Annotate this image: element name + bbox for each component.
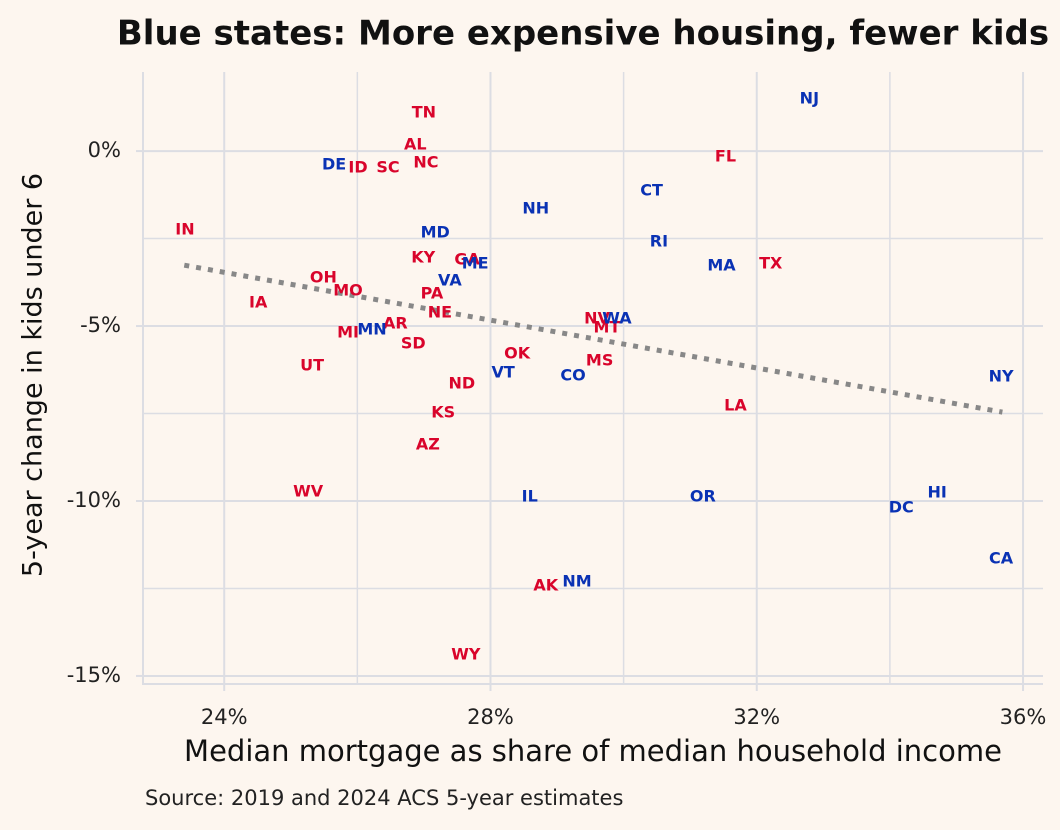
state-point: WY bbox=[451, 644, 481, 663]
state-point: NH bbox=[522, 199, 549, 218]
state-point: AR bbox=[383, 313, 408, 332]
state-point: MT bbox=[594, 318, 621, 337]
y-tick-label: -10% bbox=[67, 488, 121, 512]
state-point: AK bbox=[533, 576, 558, 595]
state-point: MS bbox=[586, 351, 613, 370]
state-point: WA bbox=[602, 309, 632, 328]
state-point: OK bbox=[504, 344, 531, 363]
state-point: CA bbox=[989, 549, 1014, 568]
state-point: ND bbox=[449, 374, 476, 393]
state-point: MA bbox=[707, 256, 736, 275]
state-point: MI bbox=[337, 323, 359, 342]
state-point: NJ bbox=[800, 88, 819, 107]
state-point: UT bbox=[300, 355, 324, 374]
x-tick-label: 32% bbox=[733, 705, 780, 729]
state-point: IA bbox=[249, 292, 268, 311]
state-point: DC bbox=[889, 497, 914, 516]
y-axis-label: 5-year change in kids under 6 bbox=[18, 173, 49, 577]
state-point: FL bbox=[715, 147, 736, 166]
state-point: MN bbox=[357, 319, 386, 338]
state-point: AZ bbox=[416, 435, 440, 454]
x-axis-label: Median mortgage as share of median house… bbox=[184, 734, 1002, 768]
state-point: HI bbox=[927, 482, 946, 501]
state-point: NC bbox=[413, 152, 438, 171]
state-point: AL bbox=[404, 135, 427, 154]
state-point: LA bbox=[724, 396, 747, 415]
x-tick-label: 24% bbox=[201, 705, 248, 729]
state-point: IN bbox=[175, 220, 194, 239]
state-point: DE bbox=[322, 155, 346, 174]
state-point: CT bbox=[640, 180, 663, 199]
source-note: Source: 2019 and 2024 ACS 5-year estimat… bbox=[145, 786, 623, 810]
state-point: PA bbox=[421, 284, 444, 303]
y-tick-label: -5% bbox=[80, 313, 121, 337]
state-point: RI bbox=[650, 232, 668, 251]
state-point: ID bbox=[348, 158, 367, 177]
state-point: SC bbox=[376, 158, 399, 177]
state-point: NV bbox=[584, 309, 610, 328]
state-point: MD bbox=[421, 222, 450, 241]
state-point: NY bbox=[989, 367, 1014, 386]
state-point: KS bbox=[431, 403, 455, 422]
state-point: NE bbox=[428, 303, 452, 322]
state-point: KY bbox=[411, 248, 435, 267]
trend-line bbox=[183, 262, 1003, 415]
state-point: NM bbox=[562, 571, 591, 590]
state-point: OR bbox=[690, 487, 716, 506]
state-point: OH bbox=[310, 268, 337, 287]
state-point: IL bbox=[522, 487, 538, 506]
state-point: CO bbox=[560, 366, 585, 385]
state-point: TN bbox=[412, 102, 436, 121]
state-point: TX bbox=[759, 254, 783, 273]
x-tick-label: 36% bbox=[1000, 705, 1047, 729]
y-tick-label: 0% bbox=[88, 138, 121, 162]
state-point: GA bbox=[454, 249, 480, 268]
x-tick-label: 28% bbox=[467, 705, 514, 729]
y-tick-label: -15% bbox=[67, 663, 121, 687]
grid: 24% 28% 32% 36% 0% -5% -10% -15% bbox=[67, 72, 1047, 729]
state-point: VA bbox=[438, 270, 462, 289]
state-point: VT bbox=[491, 362, 514, 381]
state-point: MO bbox=[333, 281, 363, 300]
state-point: SD bbox=[401, 333, 426, 352]
state-point: ME bbox=[462, 254, 489, 273]
chart-title: Blue states: More expensive housing, few… bbox=[117, 14, 1049, 54]
state-point: WV bbox=[293, 481, 324, 500]
